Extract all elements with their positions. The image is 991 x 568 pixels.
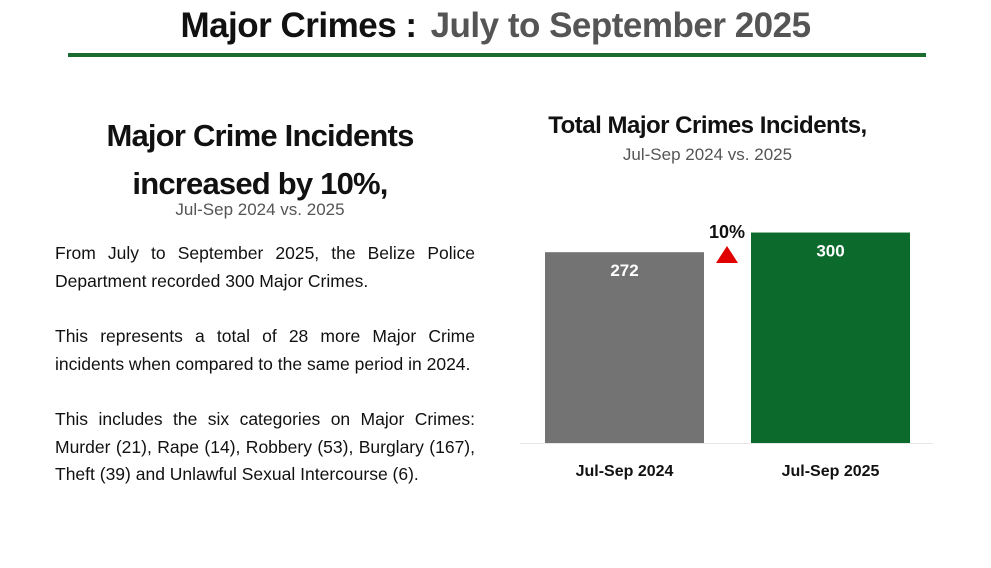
chart-subtitle: Jul-Sep 2024 vs. 2025 [622,145,793,164]
page-title-period: July to September 2025 [430,6,812,45]
change-percent-label: 10% [709,222,745,242]
x-tick-label: Jul-Sep 2024 [576,463,674,480]
bar [751,232,910,443]
summary-headline-line1: Major Crime Incidents [106,118,414,153]
increase-arrow-icon [716,246,738,263]
page-title: Major Crimes : July to September 2025 [0,6,991,46]
summary-paragraph: This represents a total of 28 more Major… [55,326,475,374]
summary-headline: Major Crime Incidents increased by 10%, [55,112,465,208]
title-divider [68,53,926,57]
summary-body: From July to September 2025, the Belize … [55,240,475,517]
summary-subtitle: Jul-Sep 2024 vs. 2025 [175,200,345,219]
x-tick-label: Jul-Sep 2025 [782,463,880,480]
chart-title: Total Major Crimes Incidents, [548,112,867,139]
summary-headline-line2: increased by 10%, [132,166,388,201]
summary-paragraph: From July to September 2025, the Belize … [55,243,475,291]
bar [545,252,704,443]
page-title-main: Major Crimes : [180,6,417,45]
bar-value-label: 300 [816,242,844,261]
bar-value-label: 272 [610,261,638,280]
summary-paragraph: This includes the six categories on Majo… [55,409,475,484]
